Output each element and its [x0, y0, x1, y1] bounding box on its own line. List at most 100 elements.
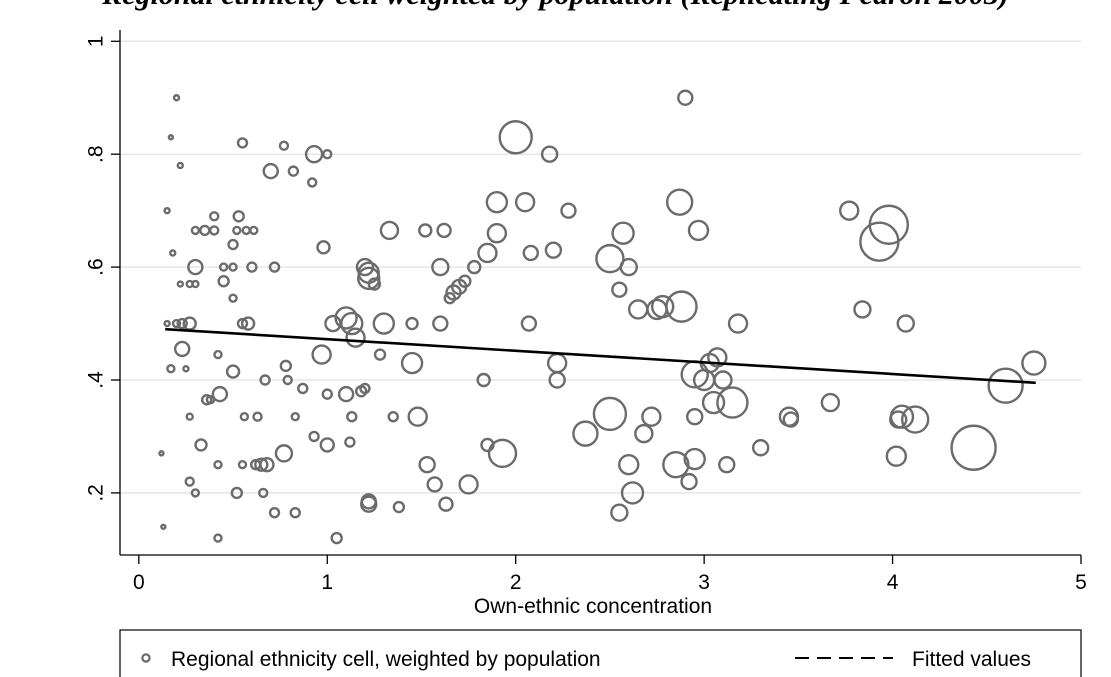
scatter-point	[190, 225, 201, 236]
scatter-point	[418, 223, 433, 238]
x-tick-label: 3	[698, 571, 710, 594]
scatter-point	[611, 221, 635, 245]
scatter-point	[230, 486, 244, 500]
scatter-point	[546, 352, 568, 374]
x-tick-label: 1	[321, 571, 333, 594]
scatter-point	[194, 438, 208, 452]
scatter-point	[458, 274, 472, 288]
x-tick-label: 5	[1075, 571, 1087, 594]
scatter-point	[418, 455, 436, 474]
scatter-point	[259, 456, 275, 473]
scatter-point	[987, 367, 1024, 404]
scatter-point	[184, 476, 195, 487]
scatter-point	[716, 386, 749, 419]
scatter-point	[467, 259, 482, 275]
scatter-point	[334, 306, 358, 330]
scatter-point	[426, 476, 443, 493]
scatter-point	[392, 500, 406, 514]
scatter-point	[820, 392, 841, 413]
scatter-point	[240, 316, 256, 331]
y-tick-label: 1	[85, 35, 108, 47]
scatter-point	[680, 472, 698, 491]
scatter-point	[387, 410, 399, 423]
scatter-point	[432, 315, 449, 332]
scatter-point	[885, 445, 908, 467]
scatter-point	[443, 291, 456, 305]
y-tick-label: .6	[85, 258, 108, 276]
scatter-point	[477, 242, 498, 264]
scatter-point	[237, 459, 248, 470]
scatter-point	[650, 294, 675, 319]
scatter-point	[340, 311, 364, 336]
scatter-point	[1021, 350, 1047, 376]
scatter-point	[209, 211, 220, 222]
scatter-point	[190, 488, 201, 498]
scatter-point	[595, 243, 625, 274]
scatter-point	[889, 410, 908, 429]
scatter-point	[662, 450, 690, 479]
scatter-point	[289, 506, 301, 519]
scatter-point	[211, 385, 229, 403]
scatter-point	[290, 411, 300, 422]
scatter-point	[241, 225, 251, 236]
x-tick-label: 0	[133, 571, 145, 594]
scatter-point	[239, 411, 250, 422]
scatter-point	[287, 165, 300, 177]
scatter-point	[297, 382, 309, 395]
scatter-point	[485, 190, 509, 214]
fitted-line-layer	[165, 327, 1036, 385]
scatter-point	[839, 200, 860, 221]
legend-box	[119, 629, 1082, 677]
scatter-point	[163, 319, 171, 328]
scatter-point	[176, 317, 188, 330]
scatter-point	[167, 134, 175, 141]
scatter-point	[227, 238, 239, 251]
scatter-point	[751, 439, 770, 457]
scatter-point	[200, 394, 213, 406]
scatter-point	[258, 487, 269, 499]
scatter-point	[236, 317, 249, 330]
x-tick-label: 4	[887, 571, 899, 594]
scatter-point	[701, 390, 726, 415]
scatter-point	[228, 293, 238, 303]
scatter-point	[431, 257, 450, 277]
scatter-point	[372, 312, 396, 335]
y-tick-label: .2	[85, 484, 108, 502]
scatter-point	[544, 241, 563, 259]
scatter-point	[476, 372, 491, 388]
scatter-point	[259, 374, 271, 386]
scatter-point	[486, 223, 508, 244]
scatter-point	[407, 406, 428, 427]
scatter-point	[346, 410, 358, 423]
scatter-point	[868, 204, 909, 245]
scatter-point	[436, 222, 452, 239]
scatter-point	[665, 290, 698, 323]
scatter-point	[522, 244, 539, 262]
scatter-point	[641, 406, 662, 427]
scatter-point	[279, 359, 293, 373]
scatter-point	[355, 257, 375, 277]
scatter-point	[176, 280, 184, 288]
scatter-point	[330, 531, 343, 545]
scatter-point	[487, 438, 518, 469]
scatter-point	[169, 249, 177, 257]
scatter-point	[217, 275, 230, 288]
chart-title-clip: Regional ethnicity cell weighted by popu…	[0, 0, 1111, 30]
scatter-point	[274, 444, 294, 463]
scatter-point	[322, 148, 333, 160]
scatter-point	[249, 225, 259, 236]
scatter-point	[163, 206, 171, 215]
scatter-point	[213, 533, 223, 543]
scatter-point	[727, 313, 749, 334]
scatter-point	[405, 316, 419, 331]
scatter-point	[311, 344, 332, 365]
scatter-point	[438, 496, 454, 512]
scatter-point	[367, 277, 382, 291]
scatter-points	[158, 89, 1047, 545]
scatter-point	[199, 224, 211, 237]
scatter-point	[337, 385, 355, 403]
scatter-point	[360, 493, 377, 510]
scatter-point	[236, 137, 249, 149]
scatter-point	[718, 455, 736, 474]
scatter-point	[611, 281, 628, 298]
